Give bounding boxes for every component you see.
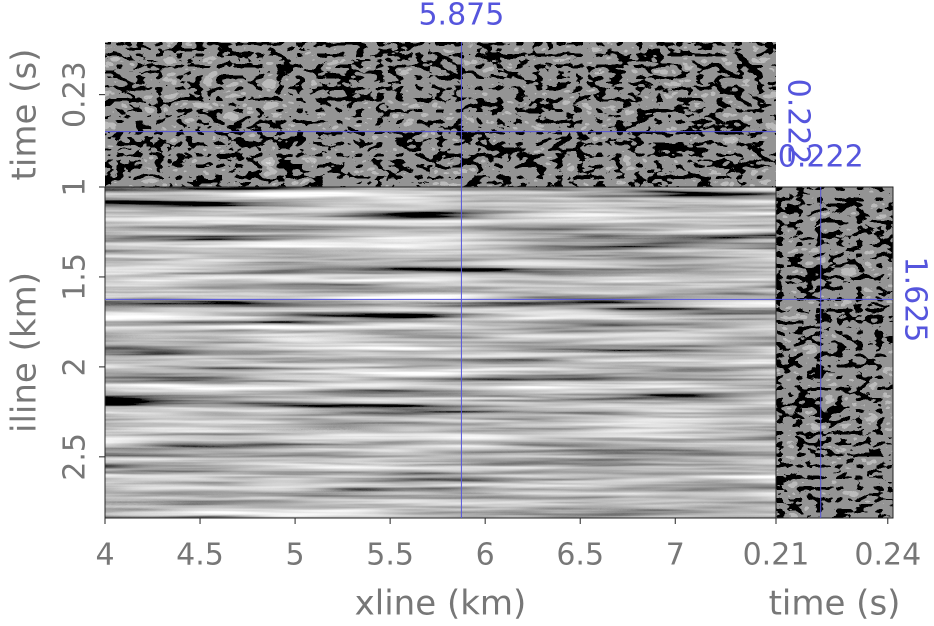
- x-axis-label: time (s): [769, 584, 901, 624]
- x-tick-label: 4: [95, 538, 114, 573]
- side-frame: [775, 186, 894, 519]
- side-slice-image: [776, 187, 893, 518]
- y-tick-label: 1.5: [58, 253, 93, 301]
- y-tick-label: 2.5: [58, 433, 93, 481]
- x-tick-label: 7: [666, 538, 685, 573]
- x-tick-label: 0.24: [854, 538, 921, 573]
- x-tick-label: 0.21: [743, 538, 810, 573]
- y-tick-label: 2: [58, 357, 93, 376]
- front-slice-image: [105, 187, 776, 518]
- iline-slice-label: 1.625: [898, 256, 933, 342]
- x-axis-label: xline (km): [355, 584, 527, 624]
- y-axis-label: time (s): [5, 49, 45, 181]
- time-slice-label: 0.222: [778, 140, 864, 175]
- y-tick-label: 1: [58, 177, 93, 196]
- x-tick-label: 4.5: [176, 538, 224, 573]
- y-axis-label: iline (km): [5, 272, 45, 433]
- xline-slice-label: 5.875: [418, 0, 504, 33]
- y-tick-label: 0.23: [58, 61, 93, 128]
- x-tick-label: 5.5: [366, 538, 414, 573]
- x-tick-label: 6: [476, 538, 495, 573]
- x-tick-label: 6.5: [556, 538, 604, 573]
- top-slice-image: [105, 42, 776, 187]
- time-slice-label: 0.222: [781, 79, 816, 165]
- x-tick-label: 5: [286, 538, 305, 573]
